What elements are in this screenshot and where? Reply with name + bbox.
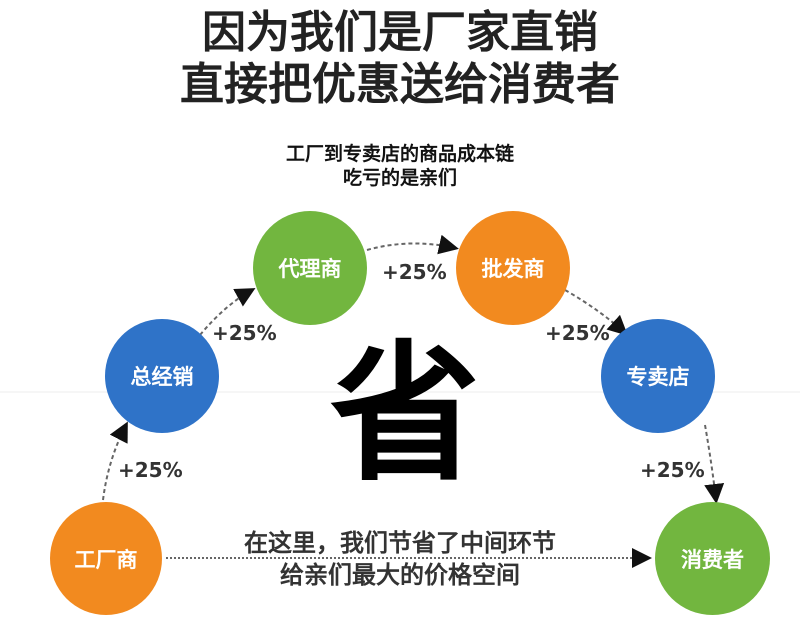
headline-line-2: 直接把优惠送给消费者 bbox=[180, 59, 620, 110]
markup-label: +25% bbox=[118, 458, 183, 482]
node-factory: 工厂商 bbox=[50, 502, 162, 615]
subtitle-line-1: 工厂到专卖店的商品成本链 bbox=[285, 143, 514, 165]
node-label: 批发商 bbox=[481, 257, 545, 281]
node-consumer: 消费者 bbox=[655, 502, 770, 615]
node-label: 专卖店 bbox=[626, 365, 690, 389]
node-label: 代理商 bbox=[278, 257, 342, 281]
node-agent: 代理商 bbox=[253, 211, 367, 325]
arrow-store-to-consumer bbox=[704, 424, 725, 504]
subtitle-line-2: 吃亏的是亲们 bbox=[342, 167, 457, 189]
node-label: 总经销 bbox=[130, 365, 194, 389]
node-store: 专卖店 bbox=[601, 319, 715, 433]
markup-label: +25% bbox=[212, 321, 277, 345]
save-character: 省 bbox=[330, 328, 481, 502]
markup-label: +25% bbox=[545, 321, 610, 345]
note-line-2: 给亲们最大的价格空间 bbox=[280, 561, 520, 589]
arrow-agent-to-wholesaler bbox=[366, 234, 459, 255]
arrow-distributor-to-agent bbox=[199, 288, 256, 336]
arrow-wholesaler-to-store bbox=[564, 289, 628, 336]
markup-label: +25% bbox=[382, 260, 447, 284]
note-line-1: 在这里，我们节省了中间环节 bbox=[244, 529, 556, 557]
arrow-factory-to-distributor bbox=[102, 421, 128, 501]
node-wholesaler: 批发商 bbox=[456, 211, 570, 325]
markup-label: +25% bbox=[640, 458, 705, 482]
node-label: 消费者 bbox=[681, 547, 744, 572]
node-label: 工厂商 bbox=[74, 547, 138, 572]
node-general-distributor: 总经销 bbox=[105, 319, 219, 433]
headline-line-1: 因为我们是厂家直销 bbox=[202, 7, 598, 58]
